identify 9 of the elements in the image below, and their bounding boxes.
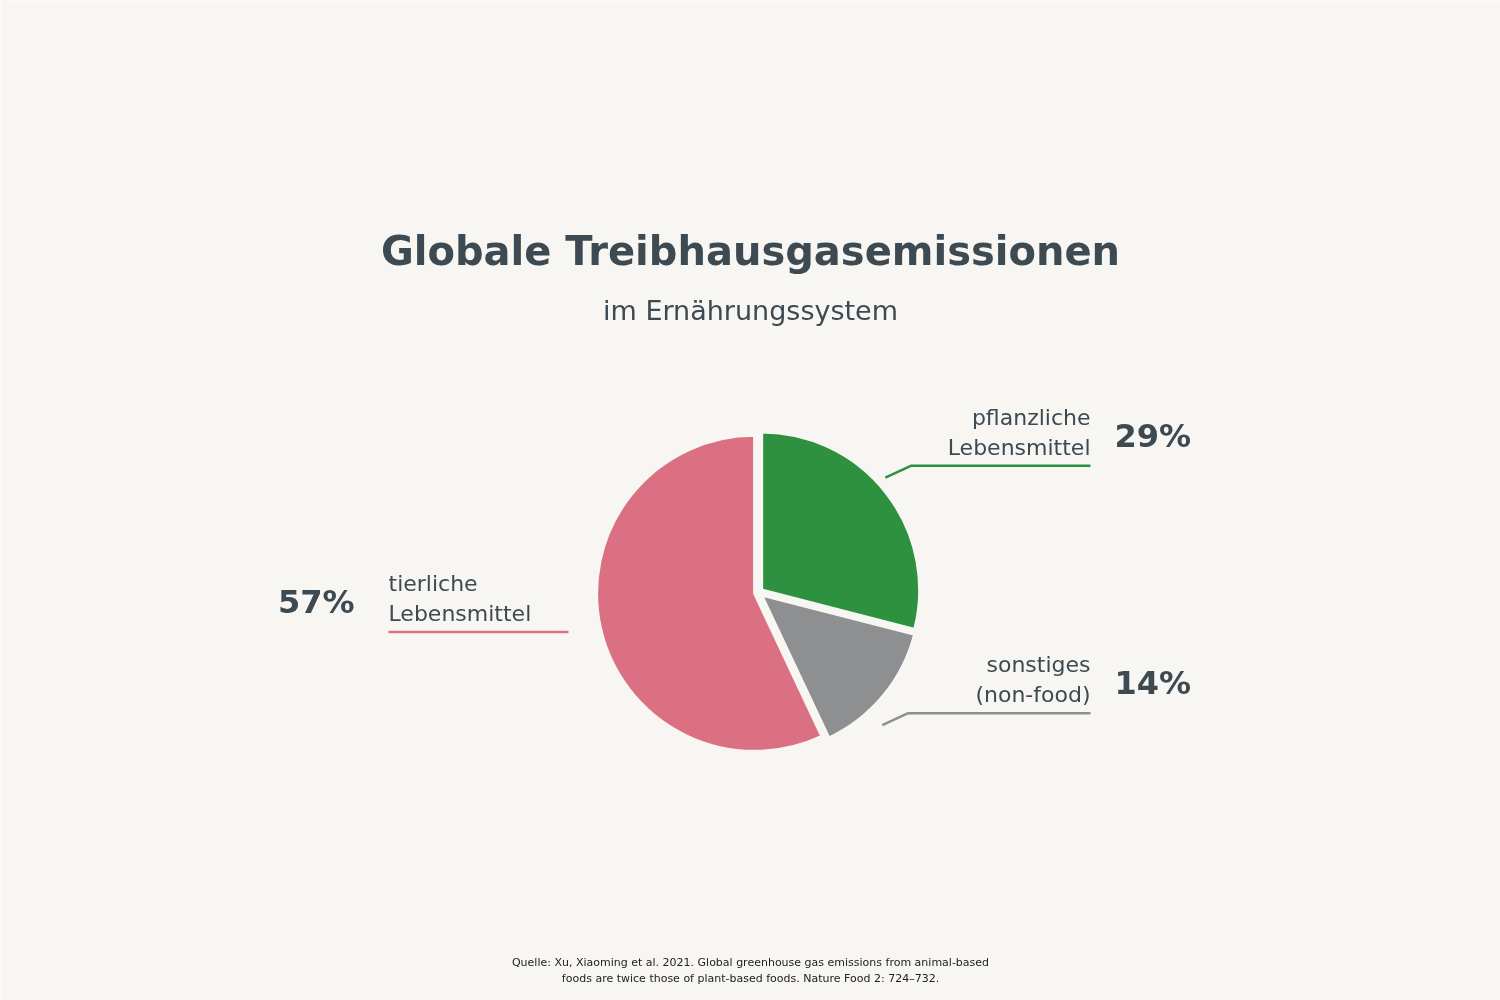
data-label: 29% — [1114, 416, 1192, 455]
chart-title: Globale Treibhausgasemissionen — [380, 227, 1121, 274]
data-label: 14% — [1114, 664, 1192, 703]
source-note: Quelle: Xu, Xiaoming et al. 2021. Global greenhouse gas emissions from animal-based foods are twice those of plant-based foods. Nature Food 2: 724–732. — [511, 956, 990, 985]
data-label: 57% — [277, 582, 355, 621]
slice-label: pflanzliche Lebensmittel — [947, 404, 1091, 460]
chart-subtitle: im Ernährungssystem — [603, 295, 898, 326]
slice-label: tierliche Lebensmittel — [388, 570, 532, 626]
slice-label: sonstiges (non-food) — [975, 652, 1091, 708]
